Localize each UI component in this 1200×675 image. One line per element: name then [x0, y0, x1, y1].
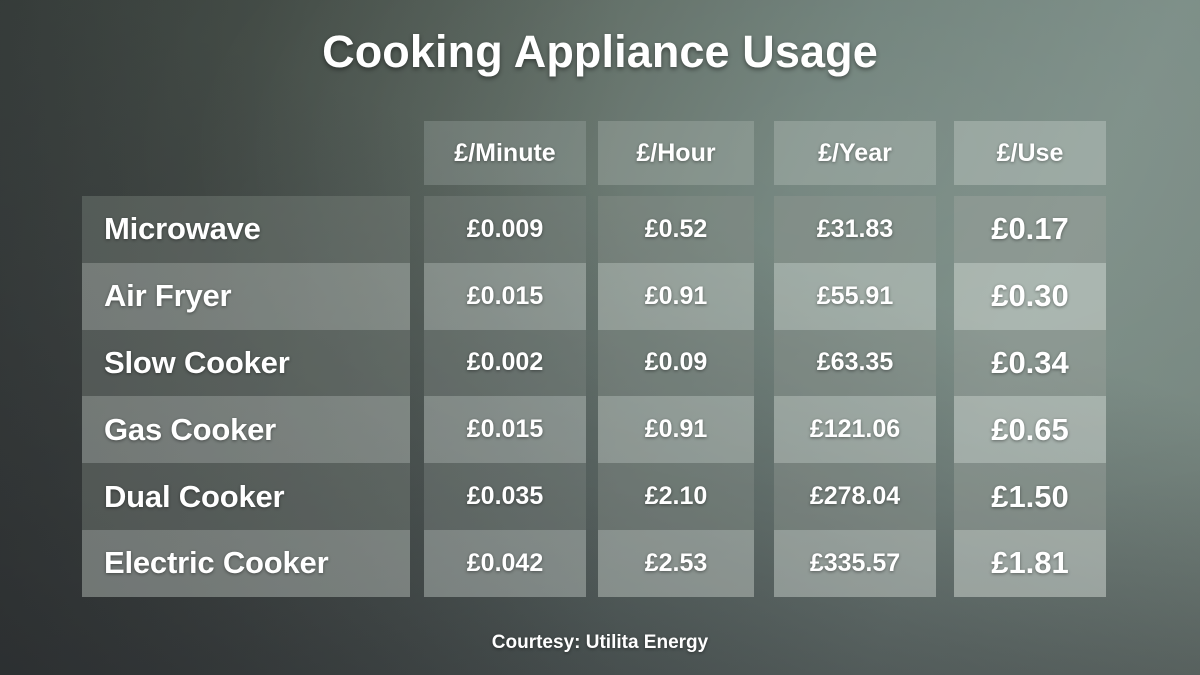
appliance-labels: Microwave Air Fryer Slow Cooker Gas Cook… [82, 196, 410, 597]
cell-per-minute: £0.042 [466, 548, 544, 577]
row-stripe [774, 262, 936, 330]
row-stripe [774, 396, 936, 464]
row-stripe [424, 463, 586, 530]
column-header-per-minute: £/Minute [424, 121, 586, 185]
cell-per-minute: £0.009 [466, 214, 544, 243]
column-per-minute: £0.009 £0.015 £0.002 £0.015 £0.035 £0.04… [424, 196, 586, 597]
row-stripe [424, 329, 586, 397]
row-stripe [774, 530, 936, 597]
row-label-dual-cooker: Dual Cooker [104, 478, 285, 514]
row-stripe [82, 463, 410, 530]
cell-per-year: £121.06 [809, 415, 901, 444]
row-label-electric-cooker: Electric Cooker [104, 545, 329, 581]
row-stripe [424, 530, 586, 597]
row-stripe [954, 196, 1106, 263]
row-stripe [954, 530, 1106, 597]
cell-per-minute: £0.015 [466, 281, 544, 310]
row-stripe [954, 463, 1106, 530]
row-label-air-fryer: Air Fryer [104, 278, 232, 314]
cell-per-year: £31.83 [816, 214, 894, 243]
row-stripe [774, 463, 936, 530]
page-title: Cooking Appliance Usage [322, 26, 878, 77]
row-stripes-per-hour [598, 196, 754, 597]
cell-per-use: £0.34 [991, 344, 1069, 380]
column-header-per-hour: £/Hour [598, 121, 754, 185]
per-hour-values: £0.52 £0.91 £0.09 £0.91 £2.10 £2.53 [598, 196, 754, 597]
cell-per-hour: £2.53 [644, 548, 708, 577]
cell-per-minute: £0.002 [466, 348, 544, 377]
row-stripe [82, 262, 410, 330]
row-stripe [424, 196, 586, 263]
cell-per-hour: £0.09 [644, 348, 708, 377]
row-stripe [82, 196, 410, 263]
column-header-per-year: £/Year [774, 121, 936, 185]
cell-per-year: £63.35 [816, 348, 894, 377]
row-stripes-per-use [954, 196, 1106, 597]
table-body: Microwave Air Fryer Slow Cooker Gas Cook… [82, 196, 1106, 597]
row-stripe [598, 196, 754, 263]
cell-per-year: £335.57 [809, 548, 901, 577]
cell-per-use: £1.50 [991, 478, 1069, 514]
row-stripe [598, 262, 754, 330]
cell-per-year: £278.04 [809, 482, 901, 511]
row-label-gas-cooker: Gas Cooker [104, 411, 277, 447]
cell-per-hour: £0.91 [644, 415, 708, 444]
row-stripe [598, 329, 754, 397]
appliance-usage-table: £/Minute £/Hour £/Year £/Use Microwave [82, 121, 1106, 597]
row-stripes-appliance [82, 196, 410, 597]
row-stripe [954, 396, 1106, 464]
column-per-hour: £0.52 £0.91 £0.09 £0.91 £2.10 £2.53 [598, 196, 754, 597]
cell-per-minute: £0.015 [466, 415, 544, 444]
row-stripe [954, 262, 1106, 330]
row-stripe [598, 396, 754, 464]
row-label-microwave: Microwave [104, 211, 261, 247]
row-stripes-per-minute [424, 196, 586, 597]
row-stripe [774, 329, 936, 397]
cell-per-use: £0.30 [991, 278, 1069, 314]
cell-per-use: £1.81 [991, 545, 1069, 581]
row-stripes-per-year [774, 196, 936, 597]
cell-per-year: £55.91 [816, 281, 894, 310]
row-stripe [82, 329, 410, 397]
row-stripe [82, 396, 410, 464]
column-per-use: £0.17 £0.30 £0.34 £0.65 £1.50 £1.81 [954, 196, 1106, 597]
per-year-values: £31.83 £55.91 £63.35 £121.06 £278.04 £33… [774, 196, 936, 597]
source-credit: Courtesy: Utilita Energy [491, 632, 709, 653]
row-stripe [82, 530, 410, 597]
row-label-slow-cooker: Slow Cooker [104, 344, 290, 380]
per-use-values: £0.17 £0.30 £0.34 £0.65 £1.50 £1.81 [954, 196, 1106, 597]
cell-per-minute: £0.035 [466, 482, 544, 511]
column-appliance: Microwave Air Fryer Slow Cooker Gas Cook… [82, 196, 410, 597]
cell-per-use: £0.17 [991, 211, 1069, 247]
cell-per-hour: £0.52 [644, 214, 708, 243]
row-stripe [424, 396, 586, 464]
row-stripe [598, 463, 754, 530]
row-stripe [424, 262, 586, 330]
per-minute-values: £0.009 £0.015 £0.002 £0.015 £0.035 £0.04… [424, 196, 586, 597]
row-stripe [598, 530, 754, 597]
row-stripe [774, 196, 936, 263]
cell-per-use: £0.65 [991, 411, 1069, 447]
table-header-row: £/Minute £/Hour £/Year £/Use [82, 121, 1106, 185]
row-stripe [954, 329, 1106, 397]
cell-per-hour: £2.10 [644, 482, 708, 511]
column-per-year: £31.83 £55.91 £63.35 £121.06 £278.04 £33… [774, 196, 936, 597]
cell-per-hour: £0.91 [644, 281, 708, 310]
column-header-per-use: £/Use [954, 121, 1106, 185]
